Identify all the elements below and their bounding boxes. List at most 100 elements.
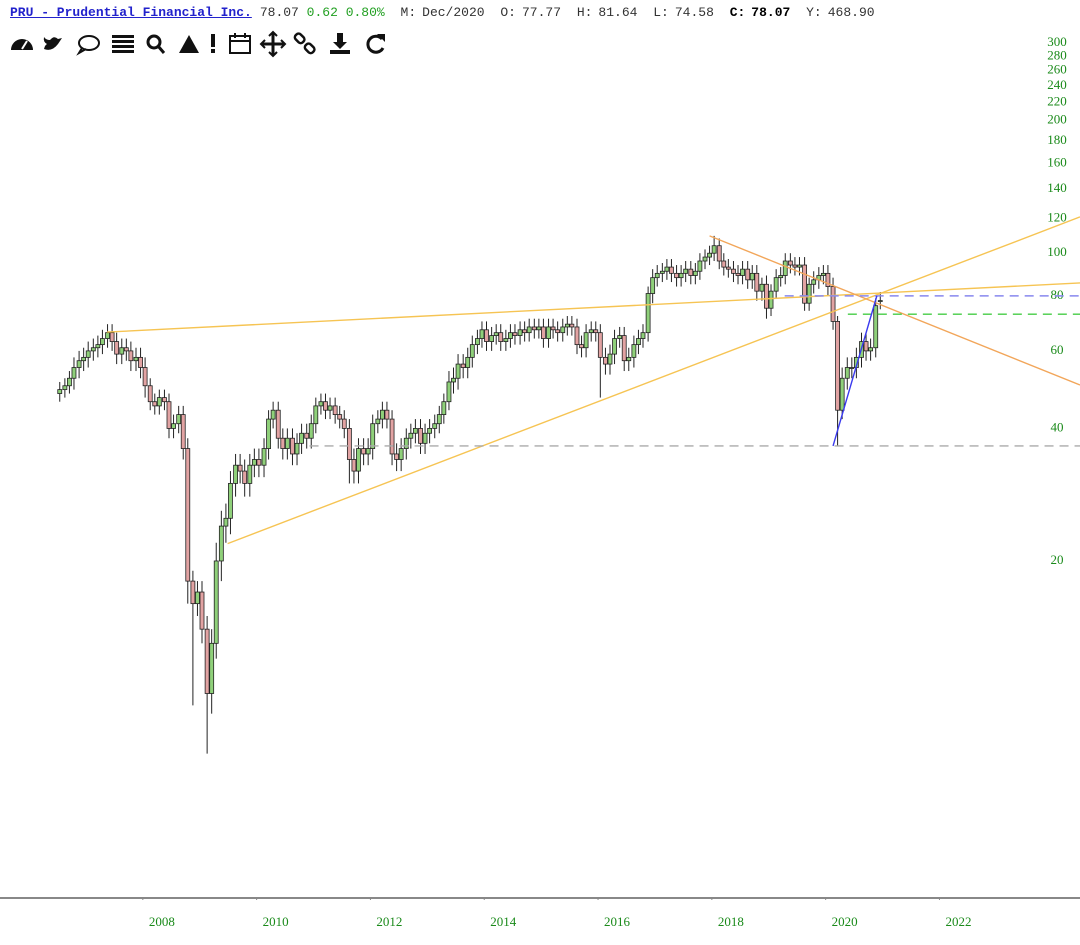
candle-body (526, 326, 532, 334)
candle-body (142, 367, 148, 387)
candle-body (57, 389, 63, 394)
candle-body (546, 326, 551, 339)
field-value: 77.77 (521, 5, 561, 20)
candle-body (536, 326, 542, 331)
candle-body (650, 277, 656, 294)
candle-body (123, 347, 129, 352)
download-icon[interactable] (330, 33, 350, 54)
candle-body (403, 437, 409, 449)
candle-body (370, 423, 376, 449)
candle-body (636, 338, 641, 346)
candle-body (863, 341, 869, 352)
calendar-icon[interactable] (229, 33, 251, 54)
search-icon[interactable] (146, 34, 166, 54)
y-tick-label: 120 (1047, 209, 1067, 224)
candle-body (702, 256, 708, 262)
candle-body (764, 283, 769, 309)
candle-body (299, 432, 304, 444)
candle-body (574, 326, 580, 346)
candle-body (218, 525, 224, 562)
candle-body (446, 381, 452, 403)
candle-body (522, 329, 528, 334)
x-tick-label: 2018 (718, 914, 744, 929)
y-tick-label: 180 (1047, 132, 1067, 147)
alert-icon[interactable] (211, 34, 215, 53)
triangle-icon[interactable] (179, 35, 199, 53)
candle-body (394, 453, 400, 460)
last-price: 78.07 (259, 5, 299, 20)
y-tick-label: 60 (1051, 342, 1064, 357)
comment-icon[interactable] (76, 35, 100, 56)
candle-body (162, 397, 167, 403)
candle-body (223, 517, 229, 527)
candle-body (190, 580, 196, 605)
candle-body (76, 360, 82, 368)
candle-body (579, 344, 584, 349)
candle-body (384, 409, 390, 420)
candle-body (119, 347, 125, 355)
list-icon[interactable] (112, 35, 134, 53)
candle-body (669, 266, 674, 274)
candle-body (877, 300, 883, 302)
dashboard-icon[interactable] (11, 39, 33, 50)
candle-body (830, 286, 836, 322)
refresh-icon[interactable] (366, 34, 385, 54)
candle-body (659, 270, 665, 274)
candle-body (195, 591, 200, 605)
candle-body (356, 448, 361, 472)
link-icon[interactable] (293, 32, 316, 55)
candle-body (512, 332, 518, 336)
candle-body (607, 353, 613, 365)
field-value: Dec/2020 (422, 5, 485, 20)
candle-body (555, 329, 561, 334)
field-label: O: (500, 5, 516, 20)
candle-body (541, 326, 546, 339)
candle-body (251, 459, 257, 466)
candle-body (427, 428, 433, 434)
candle-body (233, 464, 238, 484)
candle-body (839, 377, 845, 411)
move-icon[interactable] (259, 30, 287, 58)
candle-body (422, 432, 428, 444)
candle-body (640, 332, 646, 339)
candle-body (735, 272, 741, 276)
candle-body (261, 448, 267, 466)
candle-body (209, 642, 215, 694)
candle-body (475, 338, 480, 346)
candle-body (489, 335, 495, 342)
candle-body (612, 338, 617, 355)
trend-line (709, 235, 1080, 386)
candle-body (749, 272, 755, 281)
symbol-link[interactable]: PRU - Prudential Financial Inc. (10, 5, 252, 20)
candle-body (721, 260, 727, 268)
candle-body (346, 428, 352, 460)
candle-body (275, 409, 281, 439)
candle-body (327, 405, 333, 411)
candle-body (365, 448, 371, 455)
candle-body (802, 264, 807, 304)
candle-body (631, 344, 637, 358)
toolbar (11, 30, 385, 58)
candle-body (479, 329, 485, 339)
candle-body (759, 283, 765, 292)
candle-body (341, 418, 347, 429)
candle-body (621, 335, 627, 362)
candle-body (792, 264, 798, 268)
candle-body (242, 470, 248, 484)
candle-body (71, 367, 77, 379)
candle-body (147, 385, 153, 403)
candle-body (688, 268, 694, 276)
candle-body (588, 329, 594, 334)
candle-body (593, 329, 599, 334)
candle-body (95, 344, 101, 349)
candle-body (844, 367, 850, 379)
candle-body (62, 385, 68, 391)
candle-body (294, 442, 300, 455)
candle-body (408, 432, 414, 439)
candle-body (835, 321, 840, 411)
candle-body (754, 272, 760, 292)
twitter-icon[interactable] (43, 37, 62, 50)
y-tick-label: 260 (1047, 61, 1067, 76)
candle-body (674, 272, 679, 279)
header: PRU - Prudential Financial Inc. 78.07 0.6… (10, 5, 875, 20)
